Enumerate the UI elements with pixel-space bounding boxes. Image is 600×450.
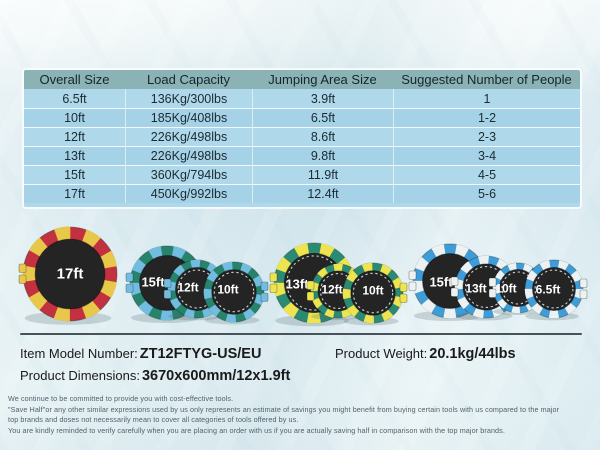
table-cell: 1 [393,89,580,108]
table-body: 6.5ft 136Kg/300lbs 3.9ft 1 10ft 185Kg/408lbs 6… [24,89,580,203]
table-cell: 226Kg/498lbs [125,147,252,165]
table-cell: 136Kg/300lbs [125,89,252,108]
table-cell: 5-6 [393,185,580,203]
disclaimer-text: We continue to be committed to provide y… [8,394,596,436]
table-cell: 3-4 [393,147,580,165]
trampoline-green-blue-12ft: 12ft [163,259,227,321]
table-row: 15ft 360Kg/794lbs 11.9ft 4-5 [24,165,580,184]
trampoline-size-label: 17ft [57,265,84,282]
table-cell: 6.5ft [252,109,393,127]
trampoline-leg-tab [450,287,459,297]
section-divider-line [20,333,582,335]
table-cell: 15ft [64,168,85,182]
size-table: Overall Size Load Capacity Jumping Area Si… [22,68,582,209]
trampoline-leg-tab [163,278,172,288]
item-model-value: ZT12FTYG-US/EU [139,346,262,362]
product-weight-label: Product Weight: [335,346,428,361]
trampoline-leg-tab [408,281,417,291]
table-cell: 12ft [64,130,85,144]
trampoline-leg-tab [18,274,27,284]
table-cell: 6.5ft [62,91,87,106]
product-dimensions-label: Product Dimensions: [20,368,140,383]
product-weight: Product Weight: 20.1kg/44lbs [335,345,516,363]
product-weight-value: 20.1kg/44lbs [429,346,516,362]
trampoline-size-label: 6.5ft [536,282,561,296]
table-cell: 4-5 [393,166,580,184]
table-cell: 13ft [64,149,85,163]
table-footer-strip [24,203,580,207]
trampoline-leg-tab [125,272,134,282]
trampoline-green-yellow-13ft: 13ft [269,242,355,327]
product-dimensions-value: 3670x600mm/12x1.9ft [141,368,291,384]
trampoline-size-label: 10ft [362,283,383,297]
item-model-label: Item Model Number: [20,346,138,361]
trampoline-blue-white-13ft: 13ft [450,255,518,321]
table-header-cell: Overall Size [39,72,110,87]
item-model-number: Item Model Number: ZT12FTYG-US/EU [20,345,261,363]
table-header-cell: Jumping Area Size [268,72,377,87]
disclaimer-line: You are kindly reminded to verify carefu… [8,425,505,435]
table-cell: 11.9ft [252,166,393,184]
trampoline-leg-tab [269,272,278,282]
trampoline-leg-tab [450,276,459,286]
table-row: 17ft 450Kg/992lbs 12.4ft 5-6 [24,184,580,203]
trampoline-leg-tab [306,291,315,301]
table-cell: 226Kg/498lbs [125,128,252,146]
trampoline-size-label: 13ft [465,281,486,295]
table-cell: 450Kg/992lbs [125,185,252,203]
trampoline-leg-tab [408,270,417,280]
trampoline-leg-tab [260,292,269,302]
table-cell: 8.6ft [252,128,393,146]
disclaimer-line: top brands and doses not necessarily mea… [8,415,299,424]
trampoline-leg-tab [399,282,408,292]
table-cell: 10ft [64,111,85,125]
trampoline-leg-tab [399,293,408,303]
table-header-cell: Suggested Number of People [401,72,572,87]
table-row: 13ft 226Kg/498lbs 9.8ft 3-4 [24,146,580,165]
table-cell: 9.8ft [252,147,393,165]
trampoline-leg-tab [125,283,134,293]
trampoline-size-label: 10ft [495,281,516,295]
table-cell: 185Kg/408lbs [125,109,252,127]
trampoline-size-label: 12ft [321,282,342,296]
trampoline-leg-tab [306,280,315,290]
trampoline-leg-tab [579,289,588,299]
table-header-row: Overall Size Load Capacity Jumping Area Si… [24,70,580,89]
trampoline-green-blue-10ft: 10ft [203,261,269,325]
trampoline-leg-tab [488,277,497,287]
trampoline-green-blue-15ft: 15ft [125,245,205,323]
table-row: 12ft 226Kg/498lbs 8.6ft 2-3 [24,127,580,146]
trampoline-green-yellow-10ft: 10ft [342,262,408,326]
trampoline-leg-tab [269,283,278,293]
trampoline-leg-tab [18,263,27,273]
disclaimer-line: We continue to be committed to provide y… [8,394,234,403]
trampoline-size-label: 10ft [217,282,238,296]
table-cell: 2-3 [393,128,580,146]
table-cell: 12.4ft [252,185,393,203]
table-cell: 1-2 [393,109,580,127]
trampoline-leg-tab [260,281,269,291]
trampoline-size-label: 15ft [141,275,165,290]
trampoline-leg-tab [488,288,497,298]
table-row: 6.5ft 136Kg/300lbs 3.9ft 1 [24,89,580,108]
trampoline-red-yellow-17ft: 17ft [18,226,118,325]
table-cell: 360Kg/794lbs [125,166,252,184]
table-cell: 3.9ft [252,89,393,108]
trampoline-size-label: 15ft [429,275,453,290]
trampoline-size-label: 12ft [177,280,198,294]
table-header-cell: Load Capacity [146,72,231,87]
trampoline-leg-tab [579,278,588,288]
trampoline-green-yellow-12ft: 12ft [306,263,366,321]
disclaimer-line: "Save Half"or any other similar expressi… [8,404,560,414]
trampoline-size-label: 13ft [285,277,309,292]
product-dimensions: Product Dimensions: 3670x600mm/12x1.9ft [20,367,290,385]
trampoline-leg-tab [163,289,172,299]
trampoline-blue-white-10ft: 10ft [488,262,544,315]
table-cell: 17ft [64,187,85,201]
table-row: 10ft 185Kg/408lbs 6.5ft 1-2 [24,108,580,127]
trampoline-blue-white-15ft: 15ft [408,243,488,321]
trampoline-blue-white-6.5ft: 6.5ft [524,259,588,321]
